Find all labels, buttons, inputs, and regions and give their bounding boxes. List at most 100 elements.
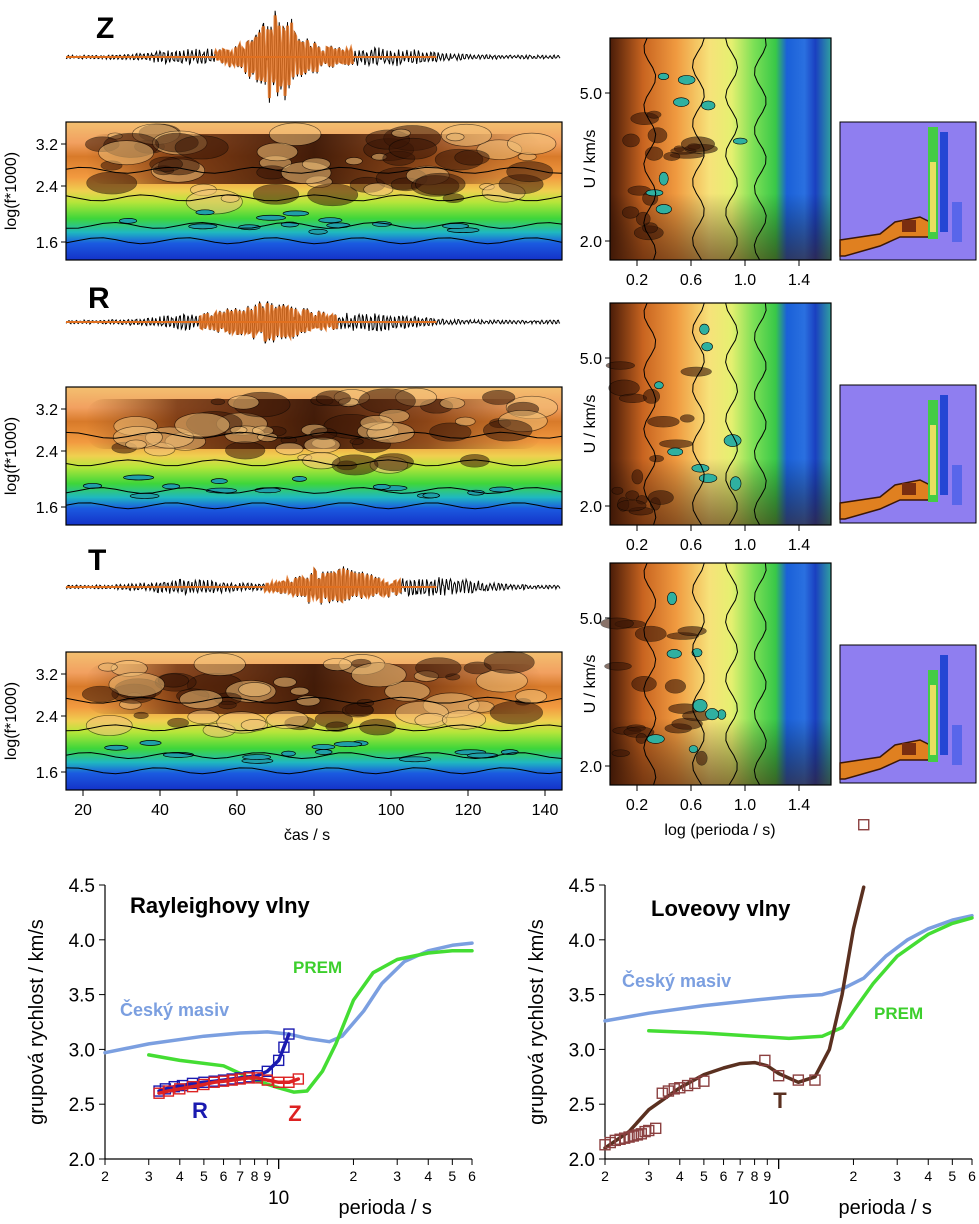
chart-ylabel: grupová rychlost / km/s [526,919,548,1125]
velocity-map-ytick-label: 5.0 [580,351,602,368]
spectrogram-ylabel: log(f*1000) [3,417,20,495]
spectrogram-contour [133,711,149,719]
spectrogram-ytick-label: 2.4 [36,709,58,726]
spectrogram-xtick-label: 40 [151,802,169,819]
spectrogram-contour [123,474,155,481]
spectrogram-xtick-label: 60 [228,802,246,819]
spectrogram-contour [220,194,240,203]
spectrogram-contour [345,157,363,166]
series-marker [174,1083,186,1095]
spectrogram-contour [167,717,189,728]
spectrogram-ylabel: log(f*1000) [3,152,20,230]
velocity-map-contour [698,473,718,483]
spectrogram-contour [439,397,466,410]
series-marker [681,1079,694,1092]
chart-xtick-label: 9 [263,1168,271,1184]
component-label: T [88,544,106,577]
spectrogram-contour [507,132,557,155]
chart-xtick-label: 7 [236,1168,244,1184]
series-line-prem [147,949,474,1094]
velocity-map-contour [658,171,669,186]
series-marker [772,1070,785,1082]
velocity-map-contour [621,206,640,219]
chart-xtick-label: 2 [850,1168,858,1184]
chart-xtick-label: 5 [448,1168,456,1184]
spectrogram-contour [489,700,543,725]
spectrogram-contour [290,686,310,696]
spectrogram-contour [333,741,363,748]
spectrogram-contour [238,682,272,698]
spectrogram-contour [429,422,472,442]
spectrogram-contour [315,749,333,755]
spectrogram-contour [415,657,462,679]
spectrogram-contour-line [65,221,563,229]
spectrogram-contour [388,137,438,160]
spectrogram-contour [193,652,246,676]
velocity-map-ytick-label: 5.0 [580,611,602,628]
series-marker [217,1075,230,1087]
series-marker [278,1041,290,1053]
chart-xtick-label: 2 [350,1168,358,1184]
velocity-map-contour [679,414,695,423]
label-z: Z [288,1101,301,1126]
dispersion-vertical-blue [940,132,948,232]
velocity-map-contour [616,499,647,512]
spectrogram-contour [482,389,516,405]
velocity-map-xtick-label: 1.4 [788,537,810,554]
label-cesky-masiv: Český masiv [622,970,731,991]
series-marker [186,1080,199,1093]
spectrogram-contour [86,171,138,195]
component-label: Z [96,12,114,45]
chart-xtick-label: 6 [720,1168,728,1184]
spectrogram-contour [372,484,391,490]
chart-ytick-label: 2.5 [569,1095,595,1116]
spectrogram-contour [349,438,364,445]
dispersion-ridge-core [902,220,916,232]
velocity-map-ytick-label: 2.0 [580,499,602,516]
velocity-map-contour [643,388,661,404]
chart-ytick-label: 3.5 [69,986,95,1007]
chart-ytick-label: 4.0 [69,931,95,952]
series-line-prem [647,916,974,1041]
dispersion-ridge-core [902,743,916,755]
spectrogram-contour-line [65,502,563,510]
chart-xtick-label: 6 [468,1168,476,1184]
chart-title: Loveovy vlny [651,896,791,921]
chart-xtick-label: 8 [251,1168,259,1184]
spectrogram-contour [483,419,533,442]
velocity-map-contour [732,137,748,145]
velocity-map-frame [609,302,832,526]
chart-xtick-decade-label: 10 [768,1188,789,1209]
spectrogram-contour [322,657,352,672]
velocity-map-contour-line [643,562,657,786]
spectrogram-ytick-label: 3.2 [36,137,58,154]
spectrogram-contour [195,209,215,216]
dispersion-vertical-yellow [930,162,936,232]
chart-xtick-label: 5 [700,1168,708,1184]
velocity-map-contour [667,591,677,605]
rayleigh-chart: 2.02.53.03.54.04.52 3 4 5 6 7 8 9 2 3 4 5 610 perioda… [26,876,476,1219]
spectrogram-contour [268,122,322,146]
spectrogram-xtick-label: 20 [74,802,92,819]
spectrogram-contour [414,172,466,196]
velocity-map-contour [663,152,681,161]
series-marker [698,1075,710,1087]
velocity-map-ylabel: U / km/s [582,655,599,714]
chart-ylabel: grupová rychlost / km/s [26,919,48,1125]
velocity-map-contour [705,708,719,721]
velocity-map-contour [664,679,686,694]
chart-ytick-label: 2.0 [569,1150,595,1171]
velocity-map-xtick-label: 0.2 [626,537,648,554]
velocity-map-xtick-label: 0.6 [680,797,702,814]
dispersion-vertical-yellow [930,425,936,495]
series-marker [674,1082,686,1094]
velocity-map-contour [649,454,664,463]
chart-ytick-label: 4.0 [569,931,595,952]
chart-xtick-label: 9 [763,1168,771,1184]
velocity-map-xtick-label: 0.2 [626,797,648,814]
series-marker [292,1073,305,1085]
spectrogram-contour [273,676,297,688]
spectrogram-contour [359,718,397,736]
velocity-map-contour [622,133,640,148]
